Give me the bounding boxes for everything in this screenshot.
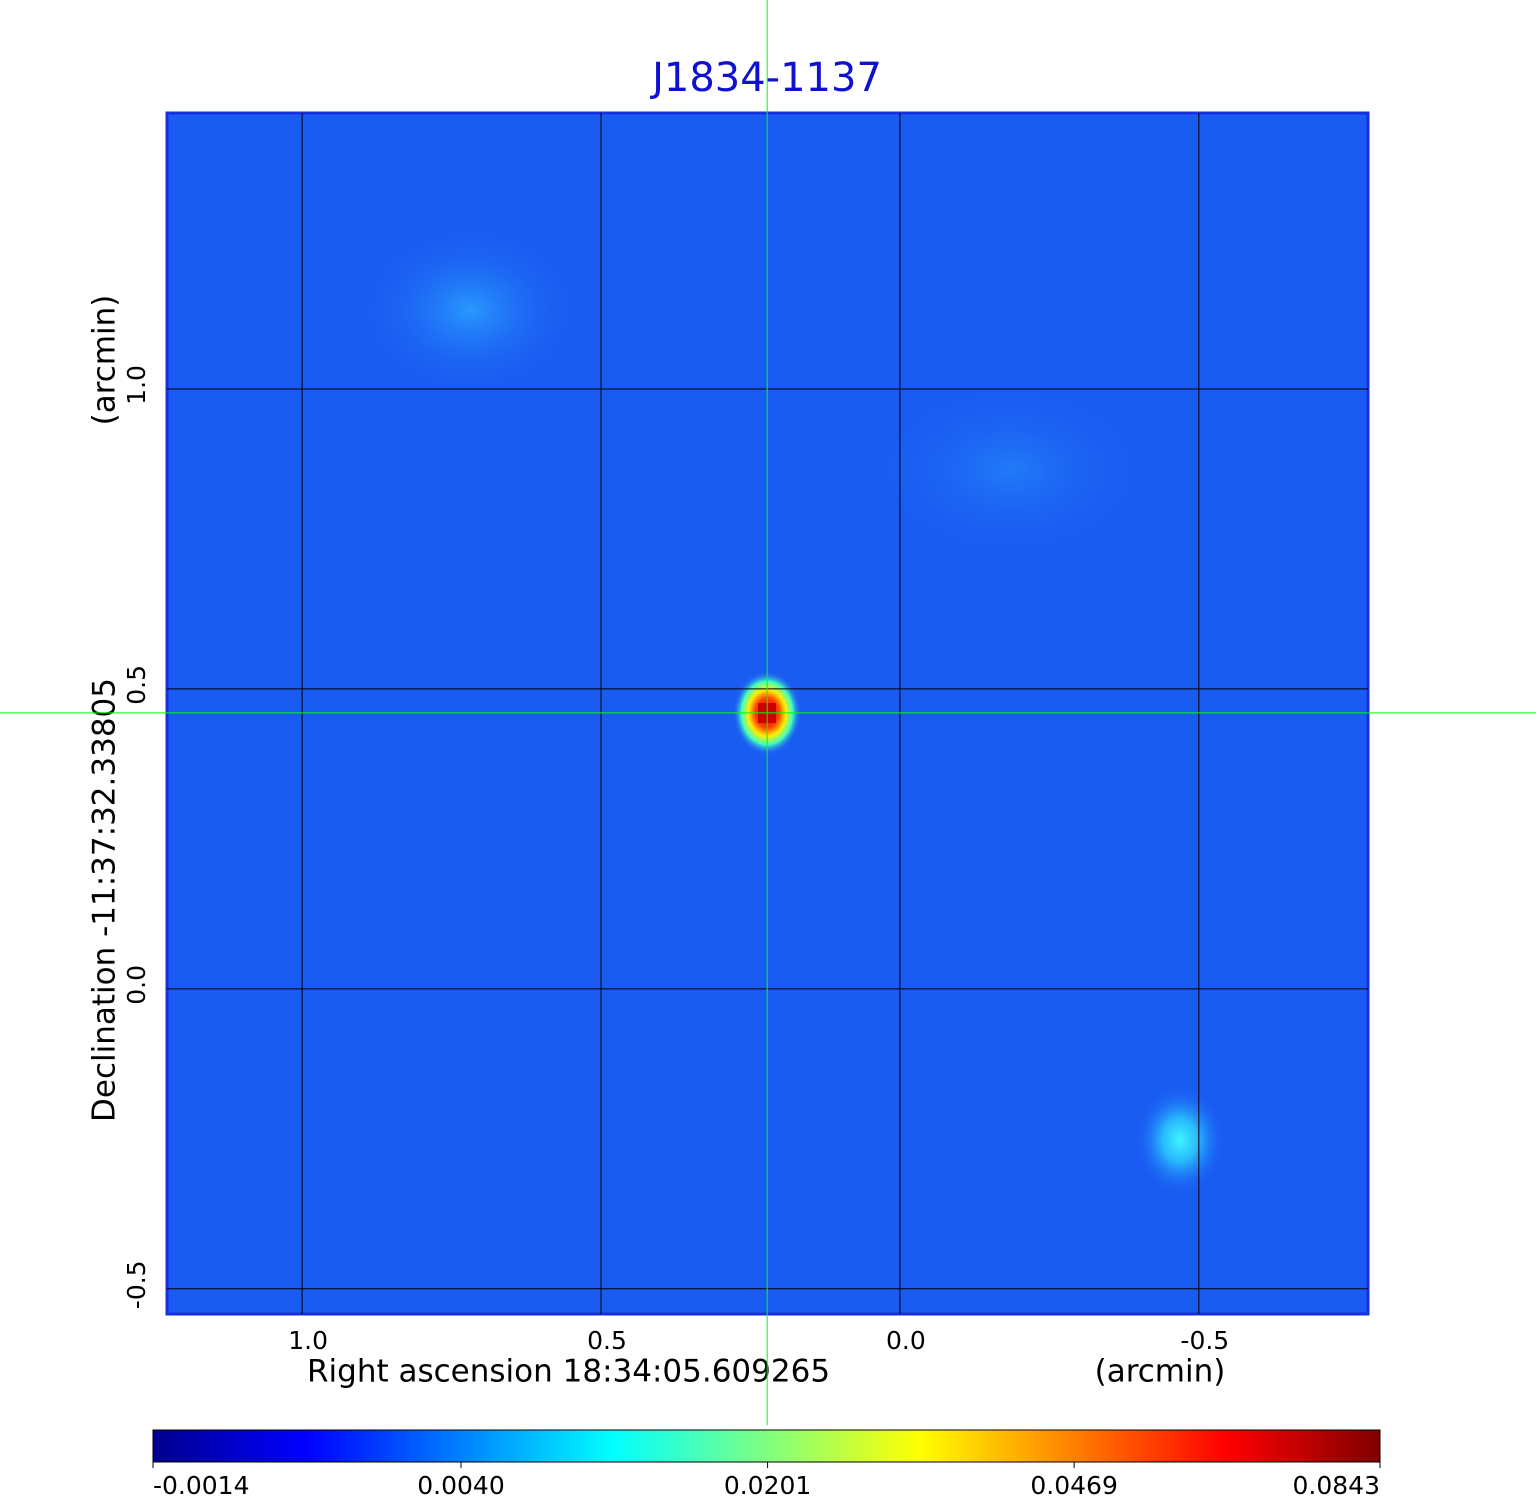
x-tick-label: 1.0 — [288, 1326, 328, 1355]
colorbar-tick-label: 0.0040 — [417, 1471, 504, 1500]
colorbar-tick-label: 0.0201 — [724, 1471, 811, 1500]
y-tick-label: 1.0 — [122, 365, 151, 405]
y-tick-label: 0.5 — [122, 665, 151, 705]
chart-title: J1834-1137 — [649, 55, 882, 101]
y-tick-label: -0.5 — [122, 1260, 151, 1309]
y-axis-label: Declination -11:37:32.33805 — [87, 678, 123, 1122]
x-axis-label: Right ascension 18:34:05.609265 — [307, 1354, 830, 1390]
y-axis-unit: (arcmin) — [87, 295, 123, 426]
colorbar-tick-label: 0.0469 — [1030, 1471, 1117, 1500]
y-tick-label: 0.0 — [122, 965, 151, 1005]
x-axis-unit: (arcmin) — [1095, 1354, 1226, 1390]
colorbar-tick-label: 0.0843 — [1293, 1471, 1380, 1500]
colorbar — [152, 1429, 1381, 1463]
colorbar-tick-label: -0.0014 — [153, 1471, 250, 1500]
x-tick-label: 0.5 — [587, 1326, 627, 1355]
x-tick-label: -0.5 — [1180, 1326, 1229, 1355]
x-tick-label: 0.0 — [886, 1326, 926, 1355]
